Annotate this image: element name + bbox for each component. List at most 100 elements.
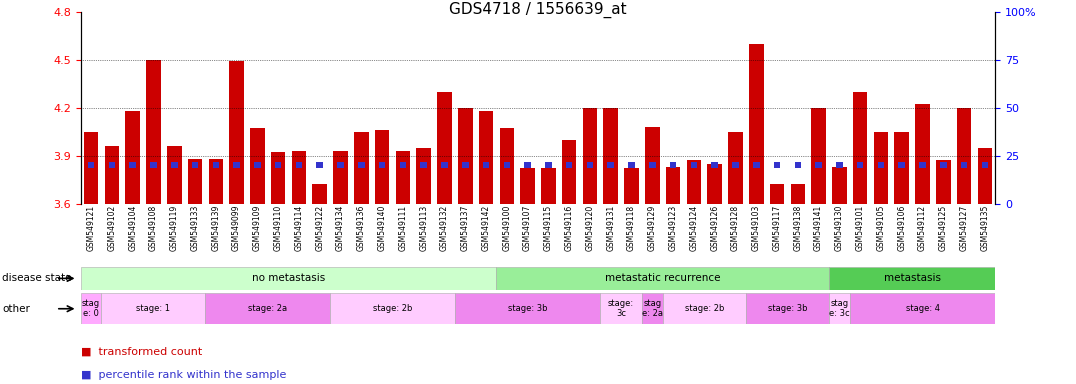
Bar	[878, 162, 884, 168]
Text: GSM549136: GSM549136	[357, 205, 366, 251]
Bar	[794, 162, 802, 168]
Bar	[479, 111, 493, 204]
Bar	[829, 267, 995, 290]
Text: GSM549140: GSM549140	[378, 205, 386, 251]
Bar	[146, 60, 160, 204]
Bar	[686, 161, 702, 204]
Bar	[832, 167, 847, 204]
Text: GSM549138: GSM549138	[793, 205, 803, 251]
Bar	[151, 162, 157, 168]
Bar	[437, 91, 452, 204]
Text: GSM549117: GSM549117	[773, 205, 781, 251]
Bar	[600, 293, 642, 324]
Text: GSM549099: GSM549099	[232, 205, 241, 251]
Text: GSM549122: GSM549122	[315, 205, 324, 251]
Bar	[562, 139, 577, 204]
Bar	[374, 130, 390, 204]
Text: GSM549116: GSM549116	[565, 205, 574, 251]
Text: GSM549101: GSM549101	[855, 205, 865, 251]
Bar	[981, 162, 988, 168]
Text: metastatic recurrence: metastatic recurrence	[605, 273, 721, 283]
Bar	[399, 162, 406, 168]
Bar	[521, 168, 535, 204]
Text: GSM549120: GSM549120	[585, 205, 594, 251]
Bar	[541, 168, 555, 204]
Bar	[499, 128, 514, 204]
Text: stage: 1: stage: 1	[137, 304, 170, 313]
Bar	[728, 131, 742, 204]
Bar	[209, 159, 223, 204]
Bar	[129, 162, 136, 168]
Text: ■  transformed count: ■ transformed count	[81, 347, 202, 357]
Bar	[296, 162, 302, 168]
Text: GSM549106: GSM549106	[897, 205, 906, 251]
Text: GSM549127: GSM549127	[960, 205, 968, 251]
Text: GSM549125: GSM549125	[939, 205, 948, 251]
Text: GSM549107: GSM549107	[523, 205, 533, 251]
Text: stag
e: 0: stag e: 0	[82, 299, 100, 318]
Bar	[583, 108, 597, 204]
Bar	[816, 162, 822, 168]
Text: GSM549129: GSM549129	[648, 205, 656, 251]
Bar	[850, 293, 995, 324]
Bar	[206, 293, 330, 324]
Bar	[961, 162, 967, 168]
Text: disease state: disease state	[2, 273, 72, 283]
Text: GSM549115: GSM549115	[543, 205, 553, 251]
Bar	[566, 162, 572, 168]
Text: GSM549121: GSM549121	[86, 205, 96, 251]
Bar	[504, 162, 510, 168]
Text: GSM549135: GSM549135	[980, 205, 990, 251]
Bar	[811, 108, 826, 204]
Bar	[916, 104, 930, 204]
Bar	[187, 159, 202, 204]
Text: GSM549100: GSM549100	[502, 205, 511, 251]
Bar	[271, 152, 285, 204]
Text: GSM549109: GSM549109	[253, 205, 261, 251]
Text: stage: 3b: stage: 3b	[767, 304, 807, 313]
Bar	[213, 162, 220, 168]
Bar	[126, 111, 140, 204]
Bar	[254, 162, 260, 168]
Text: stag
e: 3c: stag e: 3c	[830, 299, 850, 318]
Text: metastasis: metastasis	[883, 273, 940, 283]
Bar	[978, 147, 992, 204]
Bar	[546, 162, 552, 168]
Bar	[358, 162, 365, 168]
Bar	[836, 162, 843, 168]
Bar	[604, 108, 618, 204]
Bar	[940, 162, 947, 168]
Text: GSM549112: GSM549112	[918, 205, 928, 251]
Text: GSM549130: GSM549130	[835, 205, 844, 251]
Bar	[642, 293, 663, 324]
Bar	[586, 162, 593, 168]
Bar	[746, 293, 829, 324]
Text: stag
e: 2a: stag e: 2a	[641, 299, 663, 318]
Bar	[396, 151, 410, 204]
Bar	[753, 162, 760, 168]
Text: GSM549128: GSM549128	[731, 205, 740, 251]
Bar	[316, 162, 323, 168]
Text: ■  percentile rank within the sample: ■ percentile rank within the sample	[81, 370, 286, 380]
Bar	[104, 146, 119, 204]
Text: no metastasis: no metastasis	[252, 273, 325, 283]
Bar	[167, 146, 182, 204]
Bar	[354, 131, 369, 204]
Bar	[229, 61, 244, 204]
Bar	[624, 168, 639, 204]
Bar	[441, 162, 448, 168]
Text: GDS4718 / 1556639_at: GDS4718 / 1556639_at	[449, 2, 627, 18]
Bar	[707, 164, 722, 204]
Text: GSM549123: GSM549123	[668, 205, 678, 251]
Bar	[330, 293, 455, 324]
Text: GSM549137: GSM549137	[461, 205, 470, 251]
Bar	[856, 162, 863, 168]
Bar	[649, 162, 655, 168]
Text: stage:
3c: stage: 3c	[608, 299, 634, 318]
Text: GSM549142: GSM549142	[482, 205, 491, 251]
Bar	[88, 162, 95, 168]
Text: GSM549126: GSM549126	[710, 205, 719, 251]
Bar	[919, 162, 925, 168]
Bar	[829, 293, 850, 324]
Text: GSM549103: GSM549103	[752, 205, 761, 251]
